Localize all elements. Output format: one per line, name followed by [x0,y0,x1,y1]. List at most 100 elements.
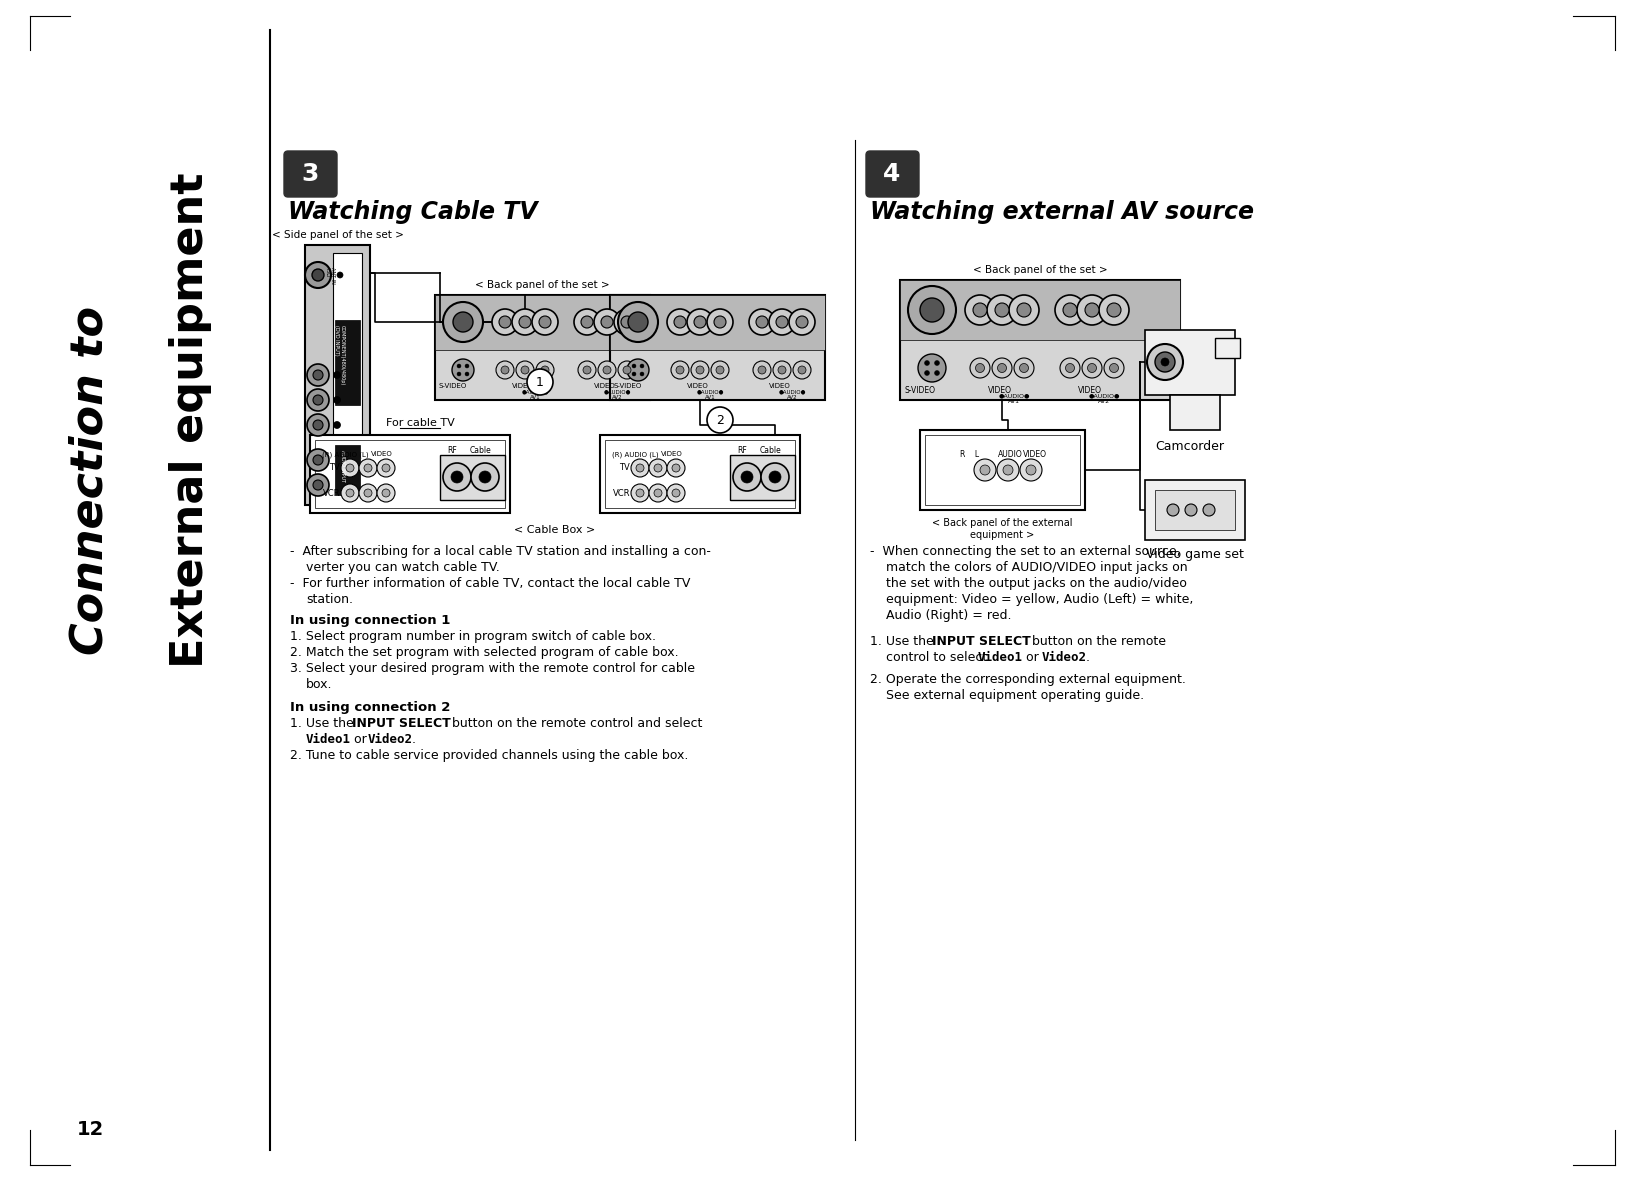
Text: ●AUDIO●
AV1: ●AUDIO● AV1 [521,389,549,400]
Circle shape [675,366,683,374]
Circle shape [598,361,616,379]
Circle shape [1167,504,1180,516]
Text: Video2: Video2 [1042,651,1088,664]
Circle shape [687,309,713,335]
Text: Video game set: Video game set [1147,548,1244,561]
Circle shape [693,317,706,328]
Text: < Side panel of the set >: < Side panel of the set > [271,230,404,240]
Circle shape [1078,295,1107,325]
Circle shape [573,309,600,335]
Circle shape [360,459,376,477]
Text: 1. Select program number in program switch of cable box.: 1. Select program number in program swit… [291,629,656,642]
Circle shape [307,389,329,411]
Circle shape [1147,344,1183,380]
Circle shape [314,370,324,380]
Circle shape [453,312,473,332]
Circle shape [1025,465,1037,475]
Circle shape [601,317,613,328]
Text: ●AUDIO●
AV2: ●AUDIO● AV2 [1088,393,1121,404]
Text: (R) AUDIO (L): (R) AUDIO (L) [322,451,368,457]
Text: equipment: Video = yellow, Audio (Left) = white,: equipment: Video = yellow, Audio (Left) … [886,593,1193,606]
Circle shape [307,415,329,436]
Text: 2. Tune to cable service provided channels using the cable box.: 2. Tune to cable service provided channe… [291,749,688,762]
Bar [1155,490,1236,530]
Bar [1216,338,1240,358]
Circle shape [365,464,371,472]
Circle shape [636,489,644,497]
Circle shape [1162,358,1170,366]
Circle shape [649,484,667,502]
Circle shape [670,361,688,379]
Bar [315,441,504,508]
Text: (R) AUDIO (L): (R) AUDIO (L) [611,451,659,457]
Circle shape [1002,465,1014,475]
Circle shape [909,286,956,334]
Circle shape [1099,295,1129,325]
Circle shape [334,397,340,404]
Circle shape [697,366,703,374]
Text: TV: TV [329,463,340,472]
Circle shape [987,295,1017,325]
Circle shape [798,366,807,374]
Circle shape [997,459,1019,481]
Text: Cable: Cable [759,446,780,455]
Text: VIDEO: VIDEO [687,383,708,389]
Text: Video1: Video1 [306,733,352,746]
Bar [920,430,1084,510]
Circle shape [752,361,771,379]
Bar [900,280,1180,400]
Circle shape [450,471,463,483]
Bar [306,244,370,505]
Bar [610,295,825,350]
Text: ANT IN
75Ω: ANT IN 75Ω [324,267,335,283]
Text: External equipment: External equipment [169,172,212,667]
Text: .: . [1086,651,1089,664]
Circle shape [1055,295,1084,325]
Text: -  After subscribing for a local cable TV station and installing a con-: - After subscribing for a local cable TV… [291,544,711,557]
Circle shape [314,455,324,465]
Text: RF: RF [738,446,748,455]
Circle shape [334,422,340,429]
Text: R    L: R L [961,450,979,459]
Text: Watching Cable TV: Watching Cable TV [288,200,537,224]
Circle shape [383,489,389,497]
Circle shape [603,366,611,374]
Circle shape [920,298,945,322]
Circle shape [667,309,693,335]
Circle shape [452,359,473,381]
Text: Video2: Video2 [368,733,412,746]
Text: -  When connecting the set to an external source,: - When connecting the set to an external… [871,544,1181,557]
Circle shape [376,484,394,502]
Bar [1145,329,1236,394]
Circle shape [706,407,733,433]
Text: See external equipment operating guide.: See external equipment operating guide. [886,689,1144,702]
Text: 2: 2 [716,413,725,426]
Text: ●AUDIO●
AV2: ●AUDIO● AV2 [603,389,631,400]
Circle shape [618,302,657,342]
Circle shape [582,317,593,328]
Circle shape [1009,295,1038,325]
Circle shape [457,364,462,368]
Circle shape [973,304,987,317]
Text: verter you can watch cable TV.: verter you can watch cable TV. [306,561,499,574]
Circle shape [347,489,353,497]
Circle shape [312,269,324,281]
Circle shape [457,372,462,376]
Circle shape [769,471,780,483]
Circle shape [667,484,685,502]
Circle shape [979,465,991,475]
Bar [925,435,1079,505]
Bar [600,435,800,513]
Text: AUDIO INPUT: AUDIO INPUT [340,450,345,482]
Circle shape [1109,364,1119,372]
Text: ●AUDIO●
AV1: ●AUDIO● AV1 [697,389,723,400]
Circle shape [1060,358,1079,378]
Circle shape [633,372,636,376]
Circle shape [772,361,790,379]
Text: VIDEO: VIDEO [1078,386,1102,394]
Text: box.: box. [306,678,332,691]
Text: match the colors of AUDIO/VIDEO input jacks on: match the colors of AUDIO/VIDEO input ja… [886,561,1188,574]
Text: VIDEO: VIDEO [1024,450,1047,459]
Bar [900,280,1180,340]
Circle shape [307,449,329,471]
